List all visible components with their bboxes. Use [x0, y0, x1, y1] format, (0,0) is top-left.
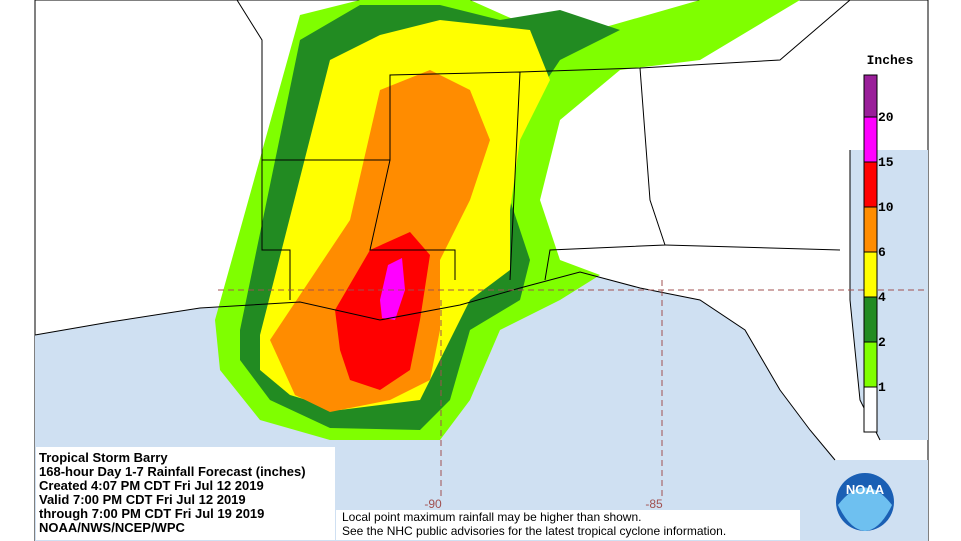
- info-line: Tropical Storm Barry: [39, 450, 168, 465]
- legend-swatch: [863, 206, 878, 253]
- legend-label: 4: [878, 290, 886, 305]
- legend-label: 20: [878, 110, 894, 125]
- legend-label: 15: [878, 155, 894, 170]
- note-box: [336, 510, 800, 540]
- logo-text: NOAA: [846, 482, 885, 497]
- info-line: 168-hour Day 1-7 Rainfall Forecast (inch…: [39, 464, 306, 479]
- legend-swatch: [863, 161, 878, 208]
- coastline: [34, 271, 836, 461]
- rain-15-20: [380, 258, 405, 320]
- note: See the NHC public advisories for the la…: [342, 524, 726, 538]
- info-line: Created 4:07 PM CDT Fri Jul 12 2019: [39, 478, 264, 493]
- graticule: [218, 280, 928, 500]
- logo-wave: [838, 487, 892, 531]
- note: Local point maximum rainfall may be high…: [342, 510, 641, 524]
- state-lines: [261, 160, 291, 300]
- legend-title: Inches: [867, 53, 914, 68]
- legend-swatch: [863, 74, 878, 118]
- info-box: [36, 447, 335, 540]
- info-line: Valid 7:00 PM CDT Fri Jul 12 2019: [39, 492, 246, 507]
- info-line: NOAA/NWS/NCEP/WPC: [39, 520, 186, 535]
- legend-swatch: [863, 341, 878, 388]
- legend-swatch: [863, 386, 878, 433]
- legend-swatch: [863, 116, 878, 163]
- state-lines: [519, 0, 851, 73]
- legend-label: 10: [878, 200, 894, 215]
- legend-label: 6: [878, 245, 886, 260]
- state-lines: [664, 244, 841, 251]
- legend-swatch: [863, 296, 878, 343]
- info-line: through 7:00 PM CDT Fri Jul 19 2019: [39, 506, 264, 521]
- atlantic-water: [850, 150, 928, 440]
- legend-label: 2: [878, 335, 886, 350]
- legend-label: 1: [878, 380, 886, 395]
- longitude-label: -85: [645, 497, 663, 511]
- rain-6-10: [270, 70, 490, 412]
- legend-swatch: [863, 251, 878, 298]
- legend: 1 2 4 6 10 15 20: [863, 74, 894, 433]
- longitude-label: -90: [424, 497, 442, 511]
- state-lines: [369, 159, 456, 280]
